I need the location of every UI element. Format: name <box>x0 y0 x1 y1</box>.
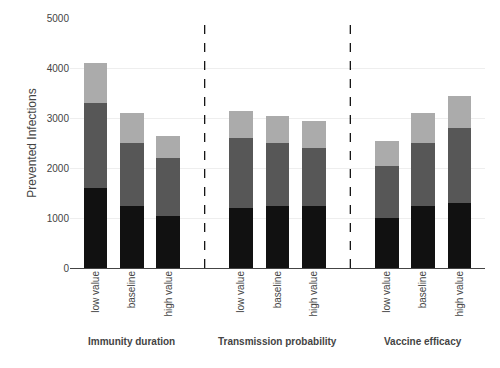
svg-text:5000: 5000 <box>47 13 70 24</box>
svg-text:Vaccine efficacy: Vaccine efficacy <box>384 336 462 347</box>
svg-text:Prevented Infections: Prevented Infections <box>25 88 39 197</box>
svg-text:Transmission probability: Transmission probability <box>218 336 337 347</box>
svg-text:high value: high value <box>454 271 465 317</box>
svg-text:low value: low value <box>381 271 392 313</box>
svg-text:4000: 4000 <box>47 63 70 74</box>
svg-text:baseline: baseline <box>272 271 283 309</box>
svg-text:high value: high value <box>308 271 319 317</box>
svg-text:high value: high value <box>163 271 174 317</box>
svg-text:low value: low value <box>90 271 101 313</box>
svg-text:baseline: baseline <box>126 271 137 309</box>
svg-text:low value: low value <box>235 271 246 313</box>
svg-text:1000: 1000 <box>47 213 70 224</box>
svg-text:Immunity duration: Immunity duration <box>88 336 175 347</box>
svg-text:baseline: baseline <box>417 271 428 309</box>
svg-text:2000: 2000 <box>47 163 70 174</box>
svg-text:3000: 3000 <box>47 113 70 124</box>
svg-text:0: 0 <box>63 263 69 274</box>
